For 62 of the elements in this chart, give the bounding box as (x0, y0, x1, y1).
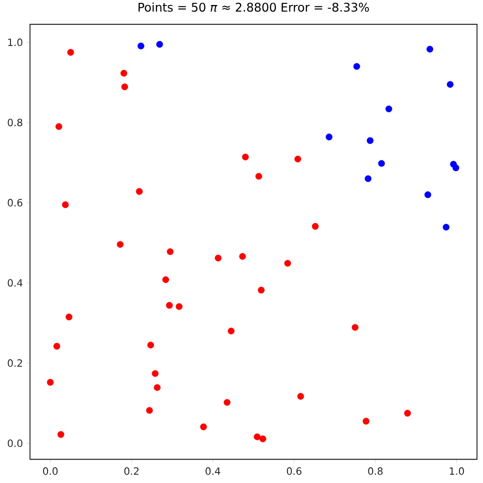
y-tick-label: 1.0 (8, 38, 22, 46)
point (121, 83, 128, 90)
point (378, 160, 385, 167)
x-tick-label: 0.2 (124, 467, 139, 475)
point (385, 106, 392, 112)
point (326, 134, 332, 140)
x-tick-label: 1.0 (450, 467, 464, 475)
point (255, 172, 262, 180)
point (353, 63, 360, 70)
point (152, 370, 159, 377)
point (452, 164, 460, 172)
point (58, 431, 64, 438)
point (166, 302, 173, 309)
point (259, 435, 266, 442)
chart-title: Points = 50 π ≈ 2.8800 Error = -8.33% (138, 2, 369, 12)
point (426, 46, 434, 53)
point (404, 410, 411, 417)
point (176, 303, 182, 310)
point (362, 418, 370, 425)
x-tick-label: 0.6 (286, 467, 302, 475)
point (239, 253, 246, 260)
point (366, 137, 374, 144)
point (46, 378, 54, 386)
point (116, 241, 124, 248)
point (242, 154, 249, 160)
y-tick-label: 0.0 (8, 439, 22, 448)
point (166, 248, 174, 255)
point (284, 260, 291, 267)
point (312, 223, 319, 230)
x-tick-label: 0.4 (206, 467, 220, 475)
point (67, 49, 74, 56)
y-tick-label: 0.2 (8, 359, 22, 367)
point (364, 175, 372, 182)
point (228, 328, 235, 334)
point (424, 191, 432, 198)
point (120, 70, 128, 77)
point (200, 423, 207, 430)
point (146, 407, 153, 414)
point (53, 342, 60, 350)
point (258, 286, 265, 294)
point (136, 188, 143, 195)
point (66, 314, 72, 320)
x-tick-label: 0.8 (368, 467, 383, 475)
point (156, 40, 163, 48)
point (254, 433, 261, 440)
point (446, 81, 454, 88)
point (154, 384, 161, 391)
y-tick-label: 0.8 (8, 118, 22, 126)
point (162, 276, 170, 284)
point (62, 201, 69, 208)
x-tick-label: 0.0 (43, 467, 58, 475)
point (138, 42, 144, 50)
point (55, 123, 62, 130)
y-tick-label: 0.6 (8, 198, 22, 206)
point (214, 254, 222, 262)
y-tick-label: 0.4 (8, 279, 22, 287)
point (297, 392, 304, 400)
point (442, 224, 450, 231)
point (224, 399, 230, 406)
point (294, 156, 302, 162)
point (147, 342, 154, 348)
point (352, 324, 358, 331)
